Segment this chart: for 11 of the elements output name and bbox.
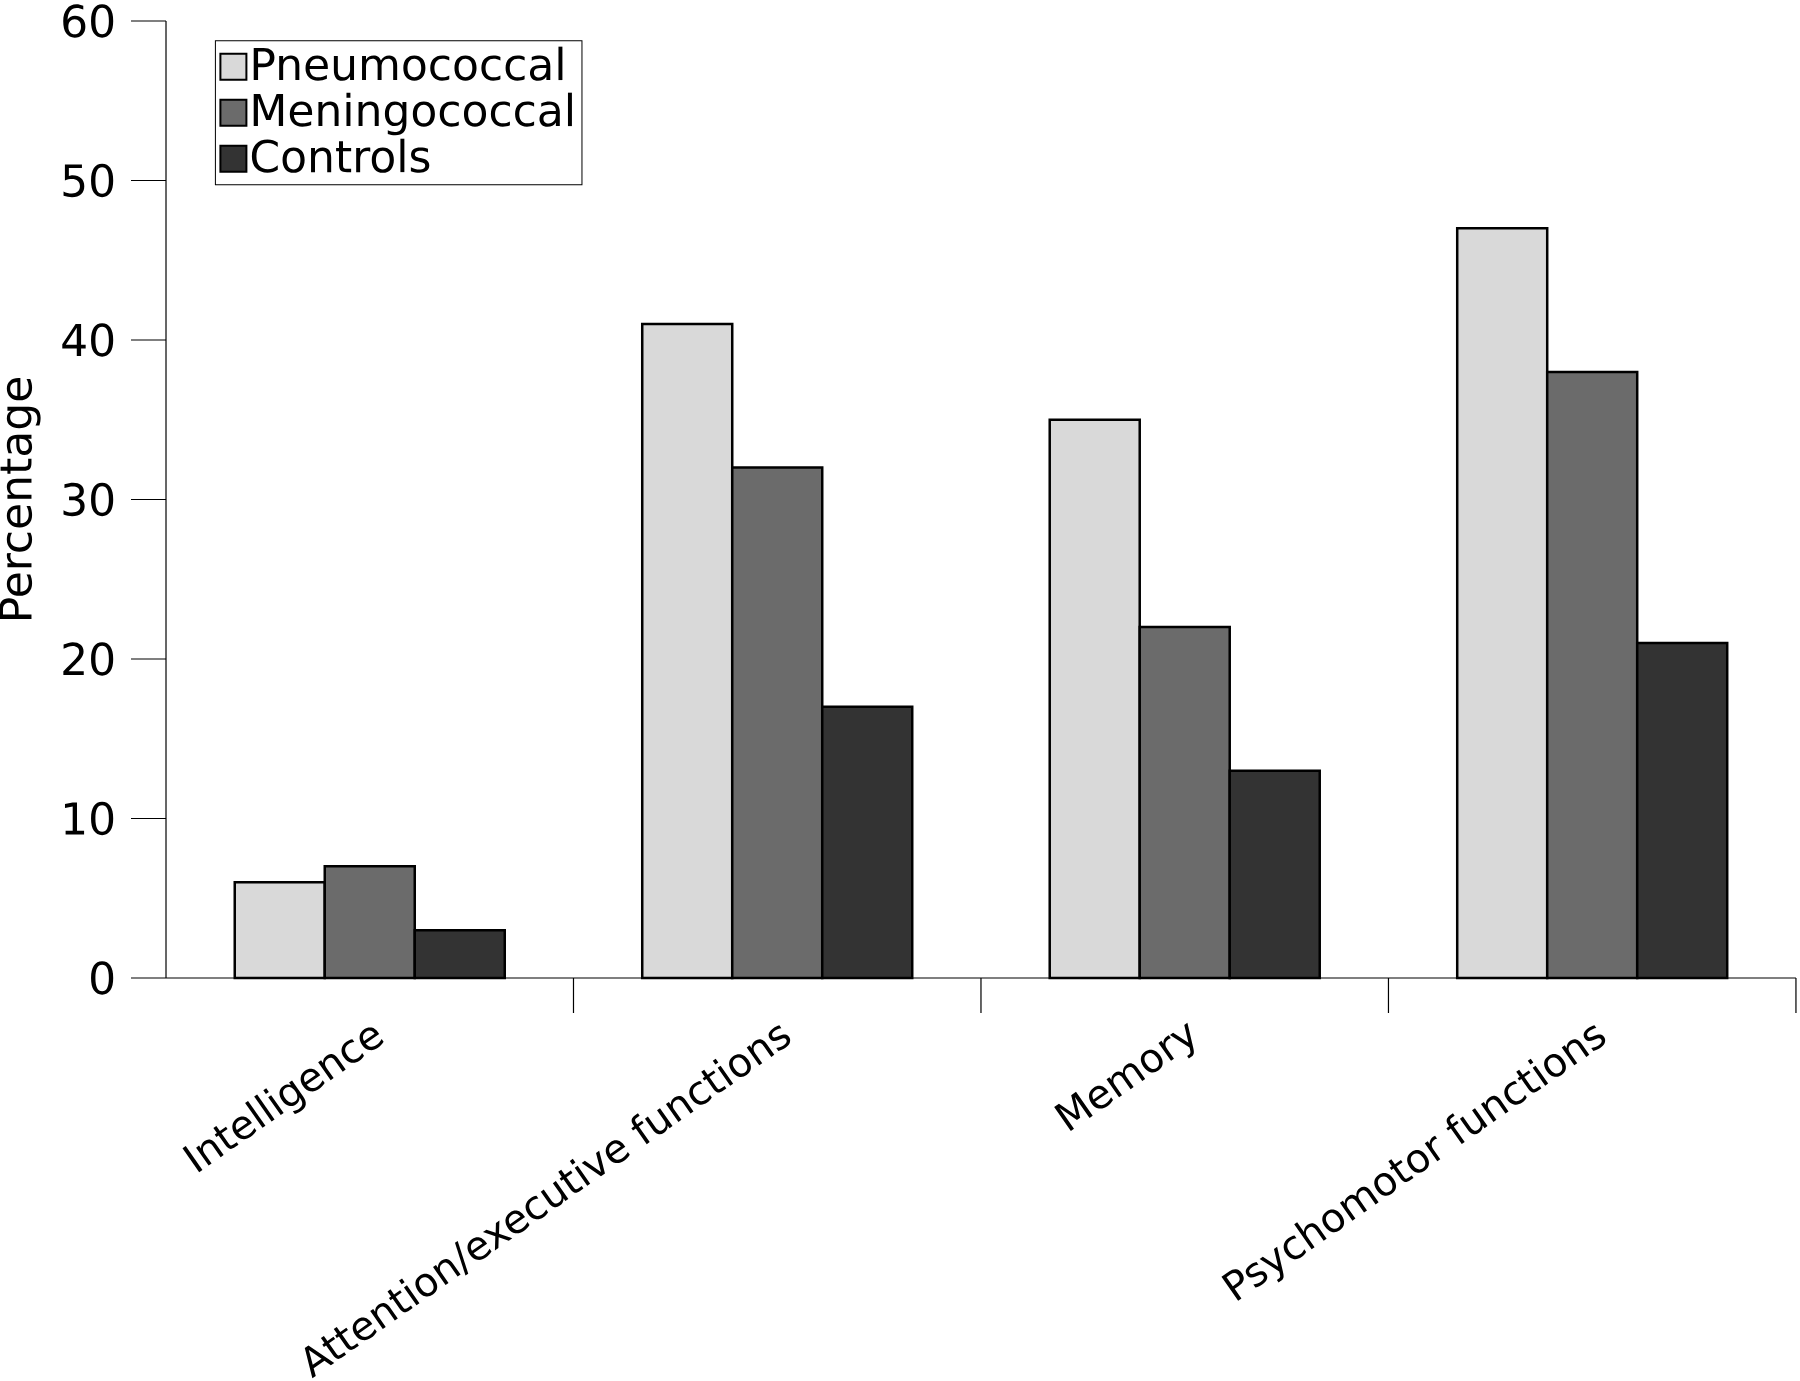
y-tick-label: 40 bbox=[62, 323, 114, 357]
y-axis-title: Percentage bbox=[0, 378, 41, 619]
y-tick-label: 20 bbox=[63, 642, 114, 676]
legend-label: Pneumococcal bbox=[253, 46, 563, 81]
y-tick-label: 30 bbox=[63, 482, 114, 517]
y-tick-label: 10 bbox=[64, 801, 114, 836]
legend-label: Controls bbox=[251, 138, 430, 173]
y-tick-label: 50 bbox=[63, 163, 114, 198]
legend-label: Meningococcal bbox=[253, 92, 572, 136]
y-tick-label: 0 bbox=[91, 961, 114, 995]
y-tick-label: 60 bbox=[63, 4, 114, 38]
